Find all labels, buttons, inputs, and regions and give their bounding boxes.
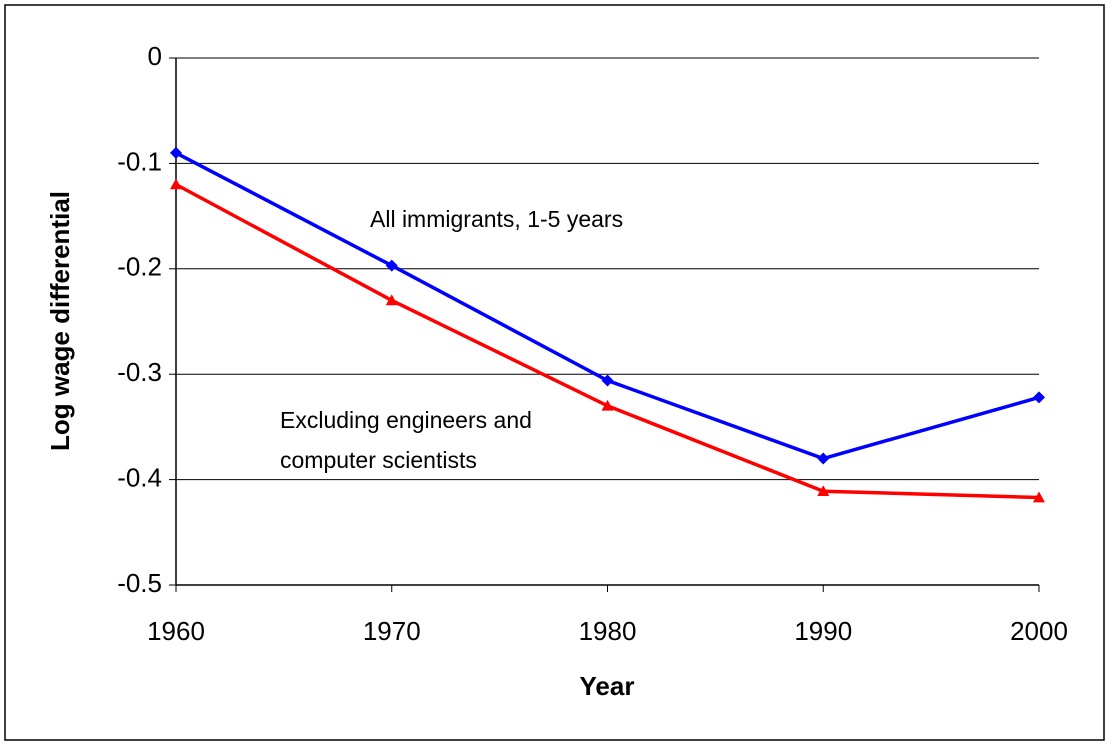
x-tick-label: 1970 (363, 616, 421, 646)
data-point (170, 146, 182, 159)
y-tick-label: -0.4 (117, 462, 162, 492)
data-point (817, 452, 830, 465)
y-tick-label: -0.5 (117, 568, 162, 598)
data-point (385, 259, 398, 272)
y-tick-label: -0.2 (117, 252, 162, 282)
x-tick-label: 2000 (1010, 616, 1068, 646)
annotation: All immigrants, 1-5 years (370, 206, 623, 232)
data-point (601, 399, 614, 411)
chart-frame (4, 4, 1105, 741)
data-point (1033, 491, 1045, 503)
x-axis-title: Year (580, 671, 635, 701)
y-tick-label: -0.1 (117, 146, 162, 176)
data-point (601, 374, 614, 387)
x-tick-label: 1980 (579, 616, 637, 646)
y-tick-label: 0 (148, 41, 162, 71)
data-point (1033, 391, 1045, 404)
x-tick-label: 1990 (794, 616, 852, 646)
y-tick-label: -0.3 (117, 357, 162, 387)
x-tick-label: 1960 (147, 616, 205, 646)
data-point (817, 485, 830, 496)
data-point (385, 294, 398, 306)
data-point (170, 178, 182, 190)
annotation: Excluding engineers and (280, 407, 532, 433)
annotation: computer scientists (280, 447, 477, 473)
y-axis-title: Log wage differential (45, 191, 75, 451)
